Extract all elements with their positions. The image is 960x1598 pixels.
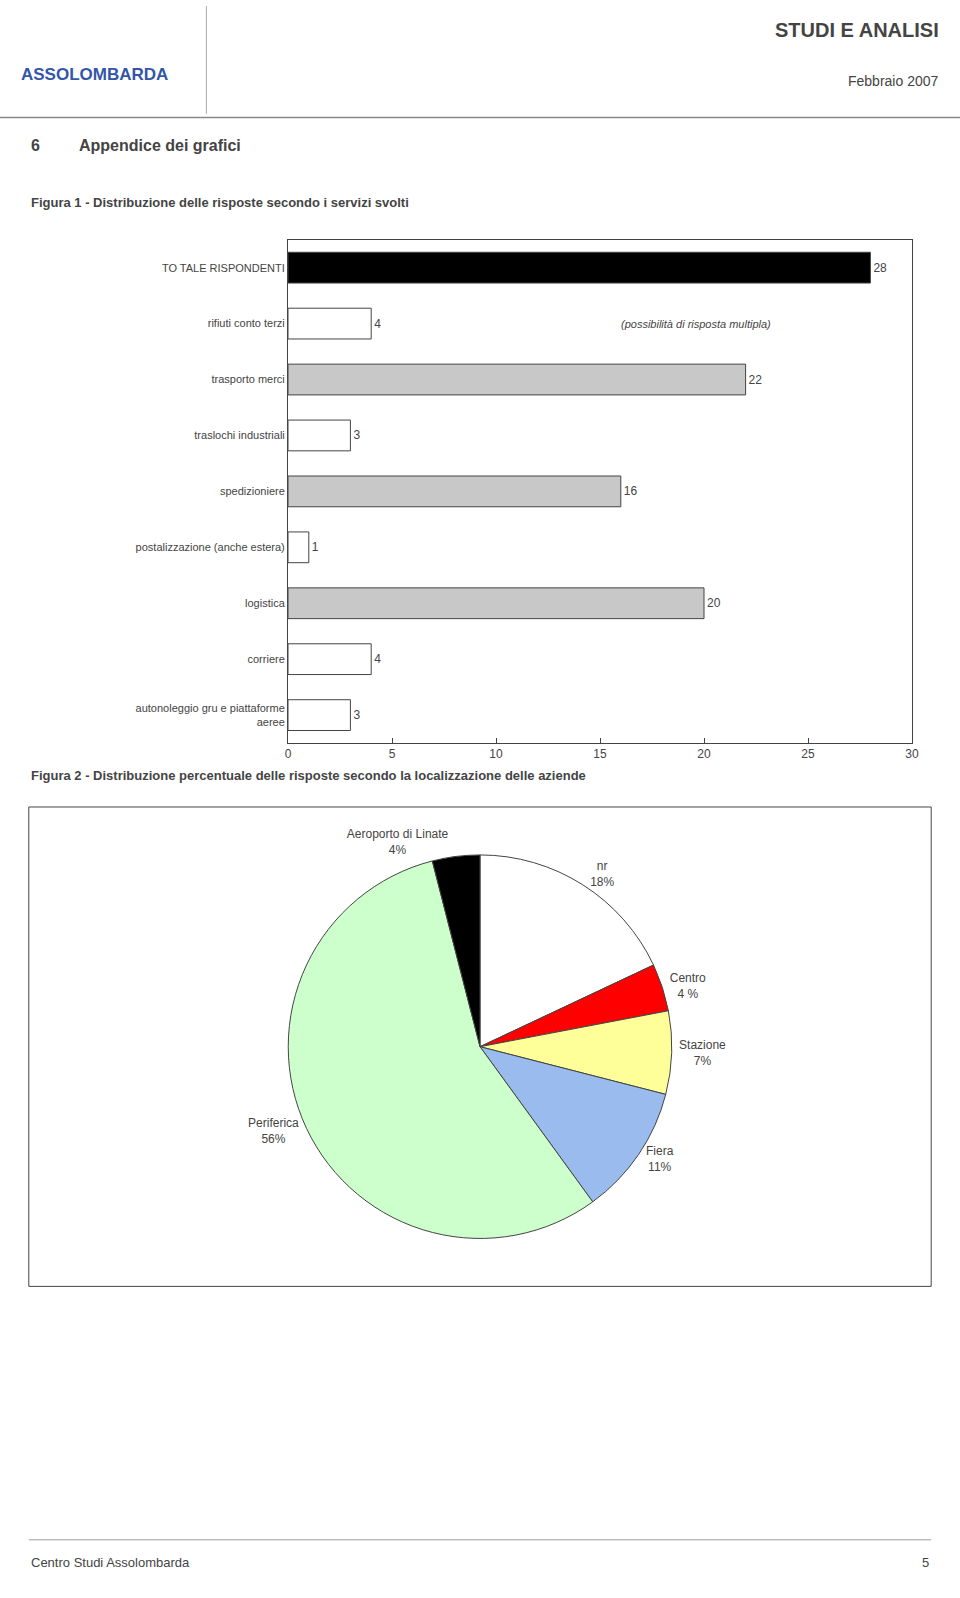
svg-text:25: 25 [801, 747, 815, 761]
svg-text:Appendice dei grafici: Appendice dei grafici [79, 137, 241, 154]
svg-text:traslochi industriali: traslochi industriali [194, 429, 284, 441]
svg-text:20: 20 [707, 596, 721, 610]
svg-text:6: 6 [31, 137, 40, 154]
svg-text:Aeroporto di Linate4%: Aeroporto di Linate4% [347, 827, 449, 857]
svg-text:nr18%: nr18% [590, 859, 614, 889]
svg-text:30: 30 [905, 747, 919, 761]
svg-text:22: 22 [749, 373, 763, 387]
svg-text:3: 3 [353, 428, 360, 442]
svg-text:0: 0 [285, 747, 292, 761]
svg-text:(possibilità di risposta multi: (possibilità di risposta multipla) [621, 318, 771, 330]
svg-text:Centro Studi Assolombarda: Centro Studi Assolombarda [31, 1555, 190, 1570]
svg-text:5: 5 [389, 747, 396, 761]
svg-text:20: 20 [697, 747, 711, 761]
svg-text:autonoleggio gru e piattaforme: autonoleggio gru e piattaformeaeree [136, 702, 285, 728]
svg-text:STUDI E ANALISI: STUDI E ANALISI [775, 19, 939, 41]
svg-text:4: 4 [374, 317, 381, 331]
svg-text:Figura 1 - Distribuzione delle: Figura 1 - Distribuzione delle risposte … [31, 195, 409, 210]
svg-text:logistica: logistica [245, 597, 286, 609]
svg-text:Periferica56%: Periferica56% [248, 1116, 299, 1146]
svg-text:Fiera11%: Fiera11% [646, 1144, 674, 1174]
svg-text:postalizzazione (anche estera): postalizzazione (anche estera) [136, 541, 285, 553]
svg-text:15: 15 [593, 747, 607, 761]
svg-text:Centro4 %: Centro4 % [670, 971, 706, 1001]
svg-text:TO TALE RISPONDENTI: TO TALE RISPONDENTI [162, 262, 285, 274]
svg-text:Febbraio 2007: Febbraio 2007 [848, 73, 939, 89]
svg-text:5: 5 [922, 1555, 929, 1570]
svg-text:28: 28 [873, 261, 887, 275]
svg-text:3: 3 [353, 708, 360, 722]
svg-text:trasporto merci: trasporto merci [211, 373, 284, 385]
svg-text:4: 4 [374, 652, 381, 666]
svg-text:rifiuti conto terzi: rifiuti conto terzi [208, 317, 285, 329]
svg-text:Stazione7%: Stazione7% [679, 1038, 726, 1068]
svg-text:Figura 2 - Distribuzione perce: Figura 2 - Distribuzione percentuale del… [31, 768, 586, 783]
svg-text:10: 10 [489, 747, 503, 761]
svg-text:1: 1 [312, 540, 319, 554]
svg-text:corriere: corriere [248, 653, 285, 665]
svg-text:spedizioniere: spedizioniere [220, 485, 285, 497]
svg-text:16: 16 [624, 484, 638, 498]
svg-text:ASSOLOMBARDA: ASSOLOMBARDA [21, 65, 168, 84]
